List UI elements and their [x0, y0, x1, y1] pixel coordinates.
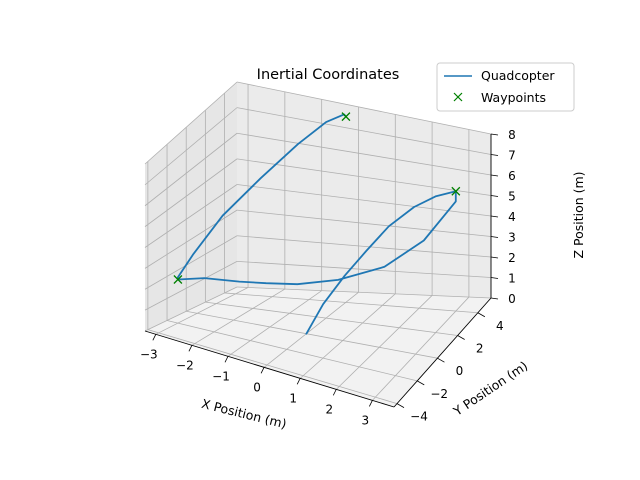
x-tick-mark — [152, 334, 157, 341]
y-tick-label: 4 — [496, 319, 504, 333]
grid-z-side — [144, 107, 238, 186]
series-layer — [173, 112, 461, 335]
z-tick-label: 5 — [508, 190, 516, 204]
grid-z-back — [236, 209, 492, 237]
grid-z-side — [144, 286, 238, 332]
grid-z-side — [144, 132, 238, 207]
back-pane — [237, 82, 491, 298]
grid-z-side — [144, 158, 238, 227]
y-tick-mark — [437, 357, 445, 363]
grid-y-floor — [147, 329, 398, 404]
grid-x-floor — [299, 293, 396, 379]
grid-x-floor — [227, 290, 322, 357]
z-tick-label: 0 — [508, 292, 516, 306]
grid-z-side — [144, 184, 238, 248]
y-tick-label: 0 — [456, 364, 464, 378]
side-pane — [145, 82, 237, 331]
series-line-quadcopter — [177, 113, 457, 335]
grid-y-floor — [224, 292, 478, 314]
legend-waypoints-label: Waypoints — [481, 90, 546, 105]
grid-y-floor — [186, 310, 438, 359]
z-tick-mark — [490, 195, 499, 197]
z-tick-mark — [490, 133, 499, 136]
y-axis-line — [393, 297, 492, 408]
grid-z-side — [144, 261, 238, 311]
chart-title: Inertial Coordinates — [257, 67, 400, 83]
y-tick-mark — [457, 335, 465, 340]
x-tick-label: 3 — [362, 413, 370, 427]
z-tick-label: 1 — [508, 272, 516, 286]
x-tick-label: 1 — [289, 391, 297, 405]
waypoint-marker-stroke — [451, 186, 461, 196]
grid-z-back — [236, 132, 492, 176]
grid-z-back — [236, 107, 492, 155]
waypoint-marker — [173, 275, 183, 284]
x-tick-mark — [296, 378, 301, 385]
x-tick-mark — [368, 400, 373, 407]
x-tick-label: −3 — [140, 347, 158, 361]
z-tick-mark — [490, 236, 499, 238]
x-tick-label: −2 — [176, 358, 194, 372]
z-tick-mark — [490, 154, 499, 156]
y-tick-label: −2 — [430, 387, 448, 401]
grid-z-back — [236, 158, 492, 196]
y-tick-mark — [417, 380, 425, 386]
grid-x-floor — [372, 296, 470, 401]
y-tick-label: 2 — [476, 341, 484, 355]
grid-z-back — [236, 260, 492, 278]
z-tick-label: 6 — [508, 169, 516, 183]
z-tick-mark — [490, 215, 499, 218]
grid-x-floor — [263, 291, 359, 368]
waypoint-marker-stroke — [341, 112, 351, 122]
z-tick-mark — [490, 297, 499, 300]
y-tick-label: −4 — [410, 410, 428, 424]
x-tick-label: 2 — [325, 402, 333, 416]
z-tick-mark — [490, 256, 499, 259]
x-tick-label: 0 — [253, 380, 261, 394]
legend: Quadcopter Waypoints — [436, 62, 575, 112]
z-tick-mark — [490, 174, 499, 177]
grid-lines — [144, 81, 492, 404]
y-tick-mark — [477, 312, 486, 318]
z-tick-label: 2 — [508, 251, 516, 265]
x-tick-mark — [224, 356, 229, 363]
grid-z-back — [236, 286, 492, 299]
grid-x-floor — [155, 287, 249, 335]
z-tick-label: 8 — [508, 128, 516, 142]
grid-z-side — [144, 209, 238, 269]
x-axis-title: X Position (m) — [200, 396, 288, 432]
z-tick-label: 4 — [508, 210, 516, 224]
grid-x-floor — [335, 295, 433, 390]
y-tick-mark — [396, 403, 405, 408]
x-tick-label: −1 — [212, 369, 230, 383]
waypoint-marker — [341, 112, 351, 122]
grid-z-back — [236, 81, 492, 135]
grid-y-floor — [205, 301, 458, 336]
x-axis-line — [144, 330, 395, 408]
grid-z-side — [144, 235, 238, 290]
grid-z-back — [236, 235, 492, 258]
legend-quadcopter-label: Quadcopter — [481, 68, 555, 83]
z-tick-label: 7 — [508, 149, 516, 163]
z-tick-mark — [490, 277, 499, 279]
legend-waypoints-marker-icon — [453, 92, 463, 102]
legend-box — [436, 62, 575, 112]
grid-x-floor — [191, 288, 286, 346]
x-tick-mark — [188, 345, 193, 352]
axis-panes — [145, 82, 491, 407]
x-tick-mark — [332, 389, 337, 396]
z-tick-label: 3 — [508, 231, 516, 245]
grid-y-floor — [166, 320, 418, 382]
grid-z-side — [144, 81, 238, 165]
x-tick-mark — [260, 367, 265, 374]
waypoint-marker — [451, 186, 461, 196]
z-axis-title: Z Position (m) — [571, 171, 586, 258]
floor-pane — [145, 287, 491, 407]
waypoint-marker-stroke — [173, 275, 183, 284]
